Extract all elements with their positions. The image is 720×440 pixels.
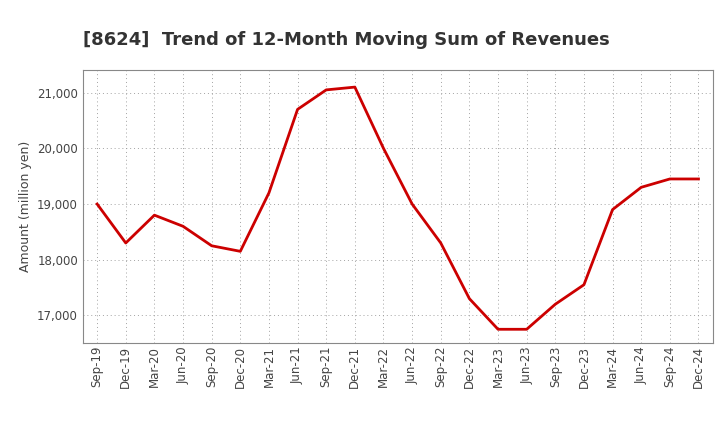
Y-axis label: Amount (million yen): Amount (million yen) xyxy=(19,141,32,272)
Text: [8624]  Trend of 12-Month Moving Sum of Revenues: [8624] Trend of 12-Month Moving Sum of R… xyxy=(83,31,610,49)
